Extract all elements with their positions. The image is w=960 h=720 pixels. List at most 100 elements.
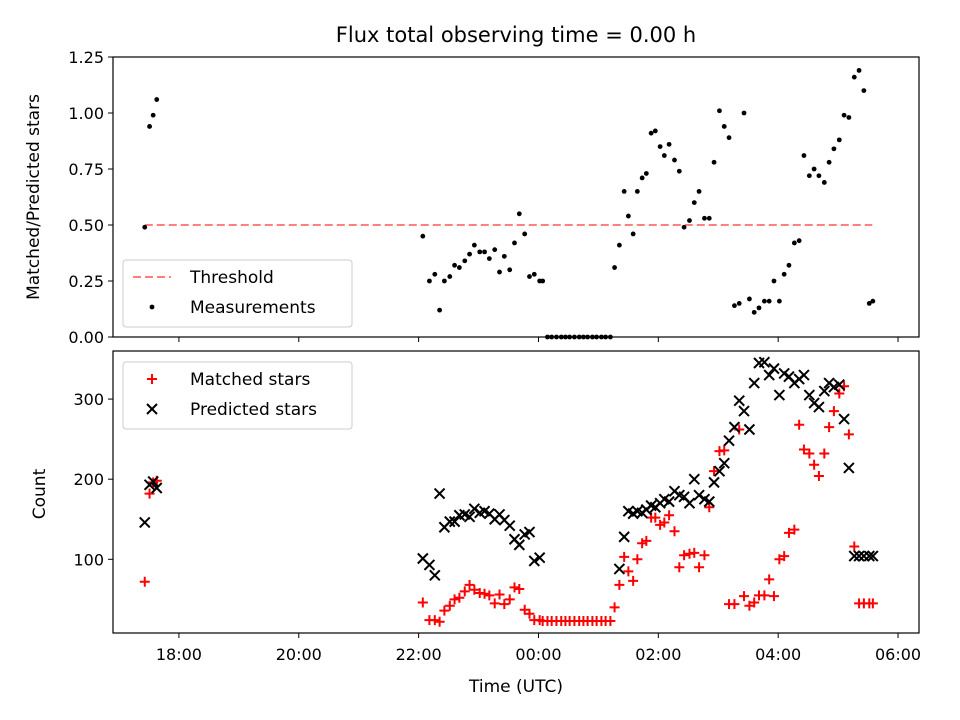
data-point [147, 124, 152, 129]
data-point [632, 554, 643, 565]
data-point [703, 495, 715, 508]
data-point [497, 269, 502, 275]
data-point [819, 448, 830, 459]
data-point [726, 135, 732, 141]
data-point [499, 599, 510, 610]
data-point [867, 598, 878, 609]
data-point [614, 579, 625, 590]
data-point [676, 168, 682, 174]
data-point [625, 213, 631, 219]
y-tick-label: 1.00 [68, 104, 104, 123]
data-point [848, 550, 860, 562]
data-point [721, 124, 727, 129]
data-point [773, 389, 786, 401]
data-point [439, 605, 450, 616]
data-point [816, 173, 822, 179]
data-point [681, 224, 687, 230]
data-point [669, 526, 680, 537]
data-point [711, 159, 717, 165]
data-point [527, 274, 532, 279]
axes-frame [112, 350, 920, 634]
data-point [729, 599, 740, 610]
series-1 [142, 68, 876, 340]
data-point [144, 488, 155, 499]
data-point [846, 115, 852, 120]
data-point [482, 249, 487, 255]
data-point [824, 422, 835, 433]
data-point [659, 517, 670, 528]
data-point [609, 602, 620, 613]
data-point [789, 524, 800, 535]
chart-title: Flux total observing time = 0.00 h [336, 23, 696, 47]
legend-label: Measurements [190, 298, 316, 318]
data-point [718, 457, 730, 469]
data-point [486, 256, 492, 261]
data-point [804, 448, 815, 459]
x-tick-label: 00:00 [515, 645, 561, 664]
data-point [448, 515, 461, 528]
data-point [811, 166, 817, 172]
legend: Threshold Measurements [122, 259, 353, 328]
data-point [758, 356, 771, 368]
data-point [147, 475, 159, 488]
data-point [664, 510, 675, 521]
data-point [809, 459, 820, 470]
y-tick-label: 0.75 [68, 160, 104, 179]
data-point [447, 274, 453, 279]
data-point [856, 68, 862, 73]
data-point [738, 405, 750, 417]
data-point [688, 473, 700, 485]
data-point [504, 519, 516, 532]
data-point [747, 296, 752, 302]
data-point [154, 97, 160, 102]
data-point [798, 444, 809, 455]
data-point [643, 171, 649, 176]
data-point [434, 616, 445, 627]
legend-label: Threshold [189, 268, 274, 288]
data-point [641, 535, 652, 546]
data-point [723, 435, 735, 447]
data-point [717, 108, 722, 114]
data-point [454, 592, 465, 603]
data-point [779, 551, 790, 562]
data-point [687, 218, 692, 223]
data-point [866, 301, 872, 306]
y-tick-label: 200 [73, 470, 104, 489]
data-point [142, 224, 148, 230]
y-tick-label: 0.50 [68, 216, 104, 235]
data-point [509, 582, 520, 593]
data-point [741, 110, 747, 116]
data-point [768, 362, 780, 375]
data-point [683, 497, 696, 509]
data-point [766, 298, 772, 304]
data-point [513, 539, 526, 551]
data-point [494, 589, 505, 600]
data-point [748, 377, 760, 389]
data-point [467, 251, 472, 257]
data-point [867, 550, 879, 562]
data-point [528, 555, 540, 567]
data-point [851, 74, 857, 80]
data-point [813, 401, 825, 413]
x-tick-label: 02:00 [635, 645, 681, 664]
data-point [634, 189, 640, 194]
legend-swatch [146, 403, 158, 415]
data-point [139, 576, 150, 587]
x-tick-label: 04:00 [755, 645, 801, 664]
y-tick-label: 1.25 [68, 48, 104, 67]
data-point [469, 584, 480, 595]
data-point [650, 512, 661, 523]
top-panel: 0.00 0.25 0.50 0.75 1.00 1.25 Threshold Measure… [68, 48, 920, 347]
data-point [818, 385, 831, 397]
y-tick-label: 0.00 [68, 328, 104, 347]
data-point [613, 563, 626, 575]
data-point [516, 211, 522, 217]
data-point [432, 271, 438, 277]
legend-box [122, 259, 353, 328]
data-point [616, 242, 622, 248]
data-point [150, 112, 156, 118]
data-point [612, 265, 617, 270]
data-point [798, 369, 810, 381]
legend-swatch [149, 304, 155, 310]
